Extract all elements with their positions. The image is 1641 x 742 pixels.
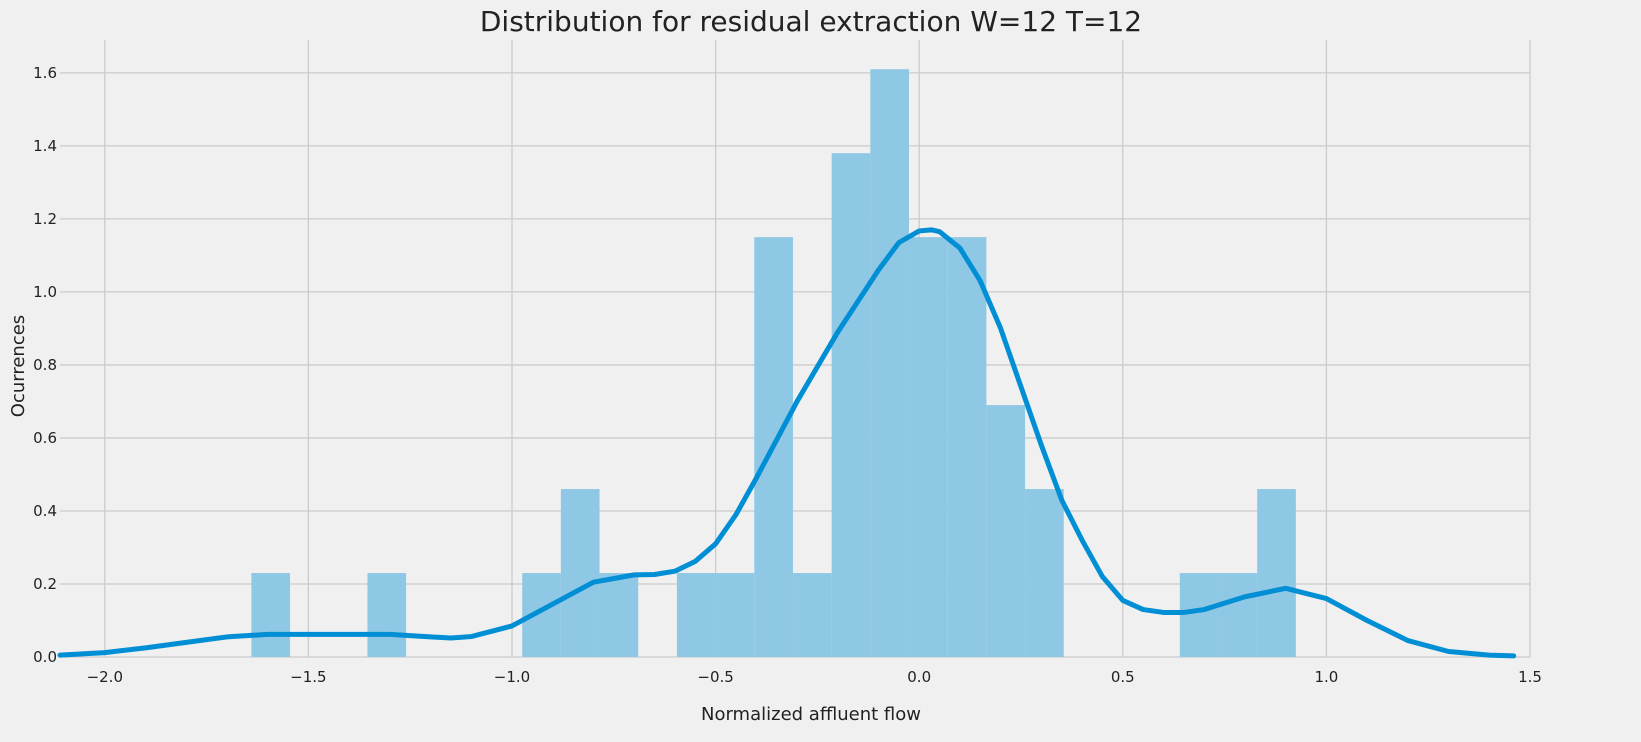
x-tick-label: 1.5 [1518, 668, 1542, 686]
histogram-bar [1218, 573, 1258, 657]
x-tick-label: 0.5 [1111, 668, 1135, 686]
histogram-bar [986, 405, 1026, 657]
x-tick-label: −2.0 [87, 668, 123, 686]
y-tick-label: 0.8 [33, 356, 57, 374]
histogram-bar [831, 153, 871, 657]
y-tick-label: 0.2 [33, 575, 57, 593]
histogram-bars [251, 69, 1296, 658]
histogram-bar [909, 237, 948, 657]
chart-title: Distribution for residual extraction W=1… [480, 5, 1142, 38]
x-tick-label: −0.5 [697, 668, 733, 686]
histogram-bar [367, 573, 407, 657]
histogram-bar [560, 489, 600, 657]
histogram-bar [947, 237, 987, 657]
y-tick-label: 1.4 [33, 137, 57, 155]
histogram-bar [792, 573, 832, 657]
y-tick-label: 1.6 [33, 64, 57, 82]
y-tick-label: 0.4 [33, 502, 57, 520]
histogram-bar [1179, 573, 1219, 657]
x-tick-label: 0.0 [907, 668, 931, 686]
histogram-bar [1257, 489, 1296, 657]
y-axis-label: Ocurrences [8, 315, 29, 417]
x-tick-label: −1.5 [290, 668, 326, 686]
histogram-bar [599, 573, 639, 657]
x-axis-label: Normalized affluent flow [701, 704, 921, 725]
histogram-bar [870, 69, 910, 658]
histogram-bar [1025, 489, 1064, 657]
y-tick-label: 0.6 [33, 429, 57, 447]
y-tick-label: 1.2 [33, 210, 57, 228]
y-tick-label: 0.0 [33, 648, 57, 666]
tick-labels: −2.0 −1.5 −1.0 −0.5 0.0 0.5 1.0 1.5 0.0 0.2 0.4 0.6… [33, 64, 1542, 686]
histogram-bar [676, 573, 716, 657]
y-tick-label: 1.0 [33, 283, 57, 301]
histogram-bar [251, 573, 291, 657]
histogram-bar [715, 573, 755, 657]
x-tick-label: 1.0 [1314, 668, 1338, 686]
kde-line [57, 227, 1517, 659]
x-tick-label: −1.0 [494, 668, 530, 686]
